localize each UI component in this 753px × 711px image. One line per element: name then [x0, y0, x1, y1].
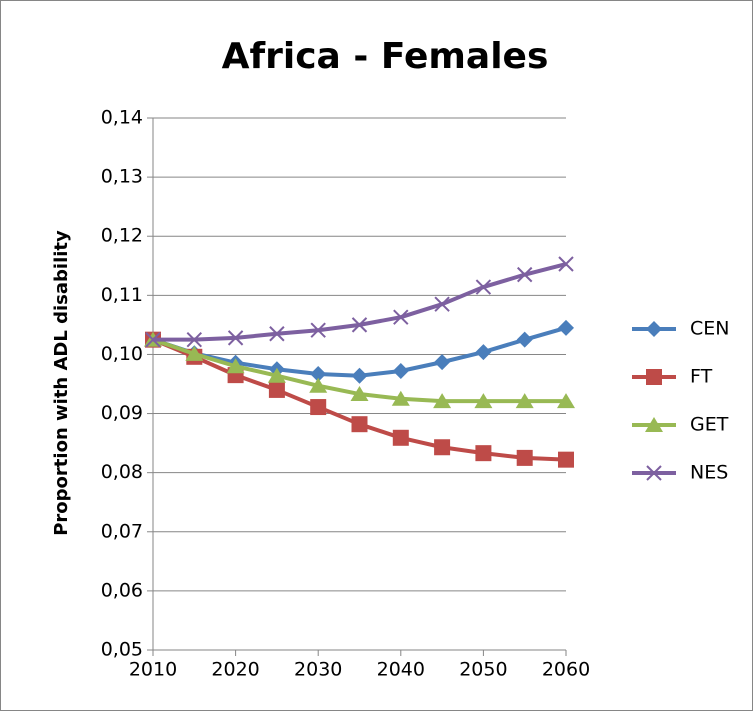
legend-label: FT — [690, 366, 713, 388]
marker — [557, 393, 575, 409]
x-tick-label: 2030 — [294, 659, 342, 681]
marker — [558, 451, 574, 468]
legend-marker — [645, 417, 663, 432]
y-tick-label: 0,06 — [101, 579, 143, 601]
marker — [310, 365, 327, 382]
y-tick-label: 0,12 — [101, 225, 143, 247]
marker — [434, 296, 450, 312]
marker — [351, 317, 368, 333]
legend-marker — [646, 321, 662, 337]
x-tick-label: 2050 — [459, 659, 507, 681]
y-axis-label: Proportion with ADL disability — [51, 230, 72, 536]
marker — [516, 266, 533, 283]
legend-label: CEN — [690, 318, 729, 340]
marker — [351, 367, 368, 384]
marker — [558, 256, 574, 272]
marker — [351, 416, 368, 433]
legend-marker — [646, 465, 662, 481]
marker — [558, 319, 574, 336]
marker — [434, 354, 451, 371]
marker — [392, 429, 409, 446]
y-tick-label: 0,10 — [101, 343, 143, 365]
marker — [310, 399, 327, 416]
marker — [515, 393, 534, 409]
marker — [185, 345, 204, 361]
y-tick-label: 0,13 — [101, 166, 143, 188]
y-tick-label: 0,07 — [101, 520, 143, 542]
marker — [226, 358, 245, 374]
marker — [310, 322, 326, 338]
marker — [391, 390, 410, 406]
marker — [516, 331, 533, 348]
legend-label: GET — [690, 414, 729, 436]
marker — [393, 309, 409, 325]
y-tick-label: 0,05 — [101, 639, 143, 661]
marker — [145, 331, 161, 348]
marker — [309, 377, 328, 393]
marker — [227, 330, 244, 346]
marker — [474, 393, 493, 409]
y-tick-label: 0,09 — [101, 402, 143, 424]
legend-marker — [646, 369, 662, 385]
marker — [186, 331, 203, 348]
marker — [516, 449, 533, 466]
x-tick-label: 2020 — [211, 659, 259, 681]
x-tick-label: 2060 — [542, 659, 590, 681]
marker — [268, 381, 285, 398]
marker — [433, 393, 452, 409]
y-tick-label: 0,14 — [101, 107, 143, 129]
marker — [475, 279, 492, 295]
marker — [434, 439, 451, 456]
marker — [269, 326, 285, 342]
marker — [475, 344, 492, 361]
marker — [392, 362, 409, 379]
y-tick-label: 0,08 — [101, 461, 143, 483]
marker — [475, 445, 492, 462]
marker — [350, 386, 369, 402]
x-tick-label: 2010 — [129, 659, 177, 681]
marker — [267, 367, 286, 383]
y-tick-label: 0,11 — [101, 284, 143, 306]
x-tick-label: 2040 — [377, 659, 425, 681]
legend-label: NES — [690, 462, 728, 484]
chart-title: Africa - Females — [222, 36, 549, 77]
